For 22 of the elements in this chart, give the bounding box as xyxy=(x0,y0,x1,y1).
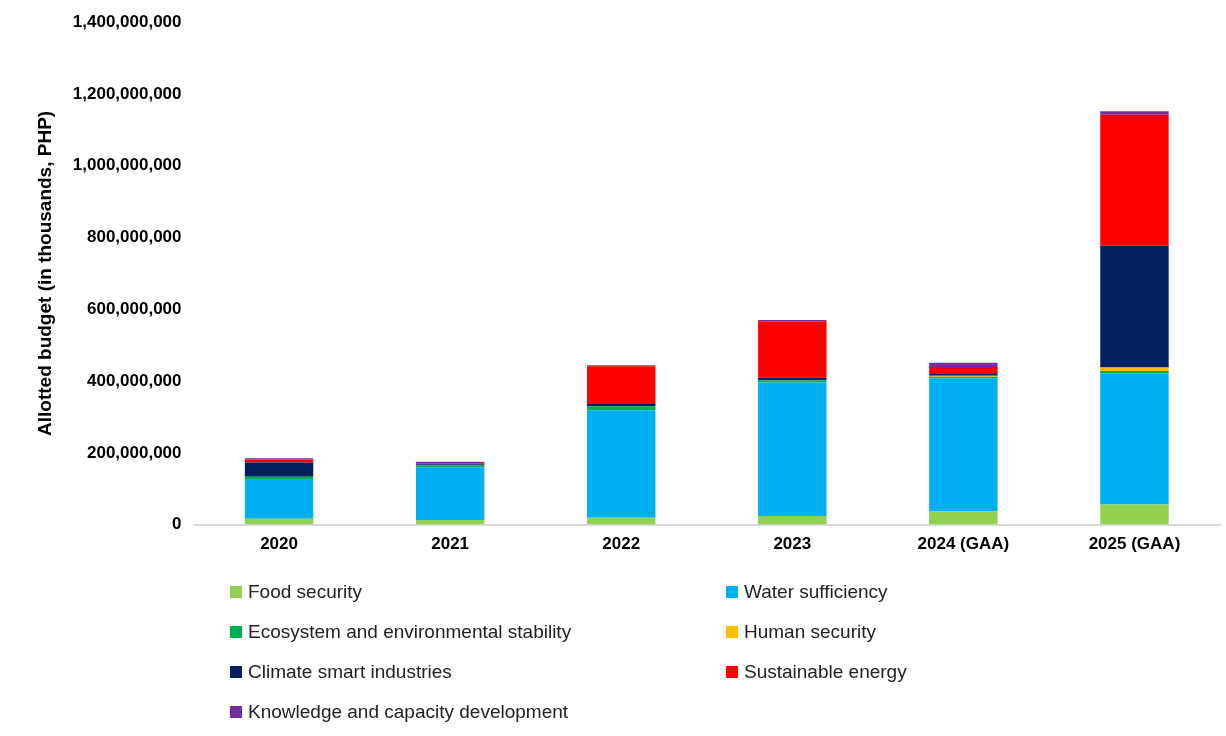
legend-label: Knowledge and capacity development xyxy=(248,701,569,723)
y-tick-label: 600,000,000 xyxy=(86,298,182,318)
y-tick-label: 1,400,000,000 xyxy=(72,11,182,31)
x-tick-label: 2024 (GAA) xyxy=(917,534,1010,554)
y-tick-label: 200,000,000 xyxy=(86,442,182,462)
legend-label: Water sufficiency xyxy=(744,581,888,603)
legend-label: Sustainable energy xyxy=(744,661,907,683)
y-tick-label: 1,000,000,000 xyxy=(72,155,182,175)
x-tick-label: 2020 xyxy=(260,534,298,554)
x-tick-label: 2023 xyxy=(773,534,812,554)
y-axis-title: Allotted budget (in thousands, PHP) xyxy=(33,110,55,436)
x-tick-label: 2021 xyxy=(431,534,470,554)
legend-label: Climate smart industries xyxy=(248,661,452,683)
legend-label: Human security xyxy=(744,621,876,643)
y-tick-label: 1,200,000,000 xyxy=(72,83,182,103)
x-tick-label: 2022 xyxy=(602,534,641,554)
y-tick-label: 0 xyxy=(172,514,182,534)
y-tick-label: 800,000,000 xyxy=(86,227,182,247)
legend-label: Ecosystem and environmental stability xyxy=(248,621,572,643)
x-tick-label: 2025 (GAA) xyxy=(1088,534,1181,554)
y-tick-label: 400,000,000 xyxy=(86,370,182,390)
legend-label: Food security xyxy=(248,581,363,603)
